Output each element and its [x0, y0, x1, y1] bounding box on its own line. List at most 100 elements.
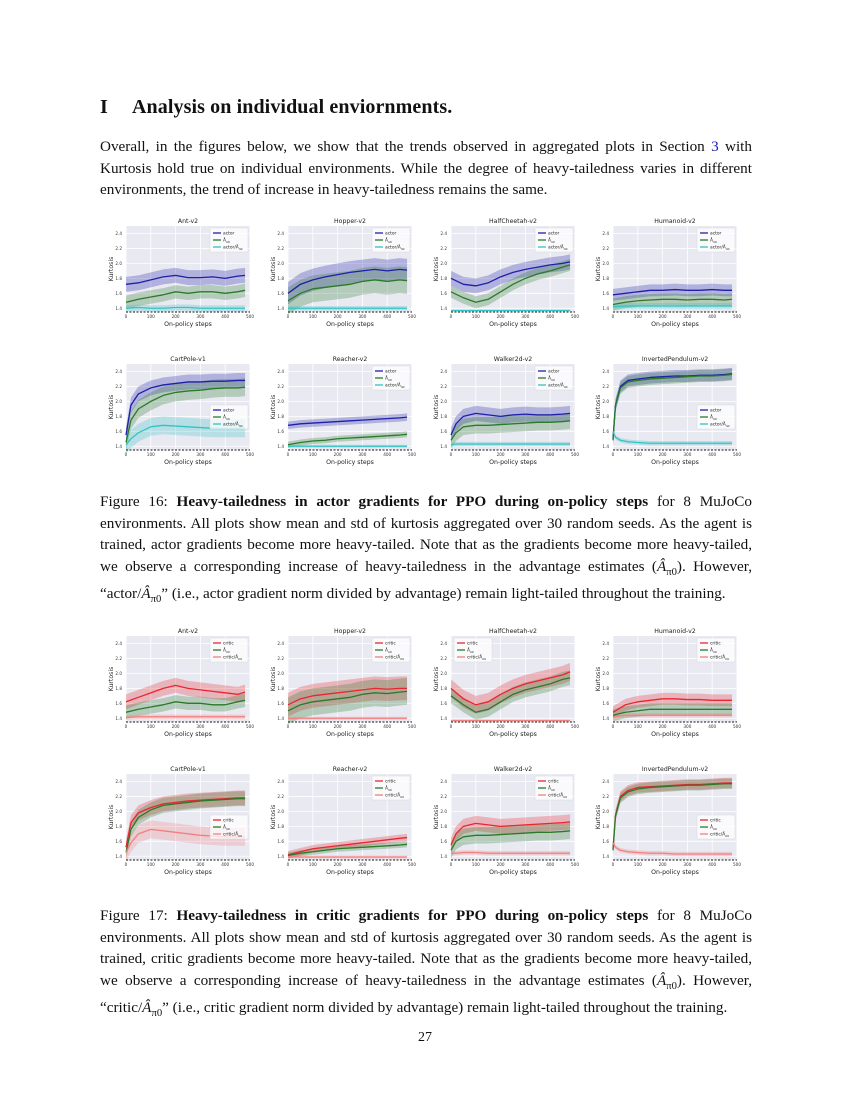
- y-tick-label: 1.4: [602, 444, 609, 449]
- x-tick-label: 300: [358, 314, 366, 319]
- legend-label: Âπ0: [223, 824, 230, 831]
- y-tick-label: 1.6: [115, 429, 122, 434]
- y-axis-label: Kurtosis: [595, 667, 602, 692]
- x-tick-label: 0: [612, 724, 615, 729]
- section-title: Analysis on individual enviornments.: [132, 96, 453, 118]
- x-tick-label: 500: [571, 862, 579, 867]
- page-number: 27: [418, 1030, 432, 1045]
- std-band-0: [613, 368, 733, 447]
- x-tick-label: 500: [571, 452, 579, 457]
- legend: [209, 814, 249, 840]
- legend-label: actor/Âπ0: [385, 382, 405, 389]
- std-band-critic: [288, 833, 408, 859]
- y-tick-label: 2.0: [602, 671, 609, 676]
- y-tick-label: 2.0: [440, 671, 447, 676]
- figure17-plot-ant-v2: 1.4 1.6 1.8 2.0 2.2 2.4 0 100 200 300 400 500 Ant-v2…: [104, 624, 254, 741]
- x-tick-label: 200: [659, 724, 667, 729]
- series-line-0: [287, 433, 408, 446]
- y-axis-label: Kurtosis: [433, 395, 440, 420]
- std-band-0: [451, 258, 571, 309]
- series-line-actor: [612, 288, 733, 296]
- y-tick-label: 1.6: [115, 701, 122, 706]
- y-axis-label: Kurtosis: [595, 395, 602, 420]
- x-tick-label: 200: [172, 862, 180, 867]
- y-tick-label: 2.4: [440, 641, 447, 646]
- legend: [371, 365, 411, 391]
- series-line-actor-0: [450, 443, 571, 446]
- x-tick-label: 300: [521, 314, 529, 319]
- adv-subscript: π0: [666, 980, 677, 992]
- x-axis-label: On-policy steps: [326, 459, 374, 466]
- legend-label: actor/Âπ0: [223, 244, 243, 251]
- y-axis-label: Kurtosis: [270, 667, 277, 692]
- legend-label: actor/Âπ0: [548, 244, 568, 251]
- chart-title: Humanoid-v2: [654, 628, 695, 635]
- y-axis-label: Kurtosis: [108, 257, 115, 282]
- legend: [696, 404, 736, 430]
- x-tick-label: 400: [221, 862, 229, 867]
- y-tick-label: 1.4: [277, 444, 284, 449]
- section-ref-link[interactable]: 3: [711, 138, 719, 155]
- std-band-0: [288, 431, 408, 448]
- x-tick-label: 0: [450, 314, 453, 319]
- legend: [371, 775, 411, 801]
- series-line-critic: [125, 684, 246, 703]
- legend: [696, 637, 736, 663]
- y-tick-label: 2.2: [440, 246, 447, 251]
- legend-label: actor/Âπ0: [710, 244, 730, 251]
- x-tick-label: 100: [472, 314, 480, 319]
- y-tick-label: 1.4: [602, 306, 609, 311]
- series-line-actor-0: [612, 305, 733, 308]
- legend: [453, 637, 493, 663]
- figure17-plot-halfcheetah-v2: 1.4 1.6 1.8 2.0 2.2 2.4 0 100 200 300 400 500 HalfCh…: [429, 624, 579, 741]
- y-tick-label: 2.0: [115, 809, 122, 814]
- y-tick-label: 2.2: [277, 794, 284, 799]
- legend-label: actor: [548, 369, 560, 375]
- y-tick-label: 2.4: [440, 779, 447, 784]
- series-line-actor: [450, 261, 571, 287]
- series-line-critic: [287, 687, 408, 706]
- figure17-plot-invertedpendulum-v2: 1.4 1.6 1.8 2.0 2.2 2.4 0 100 200 300 400 500 Invert…: [591, 762, 741, 879]
- y-tick-label: 2.4: [602, 779, 609, 784]
- y-tick-label: 2.4: [277, 779, 284, 784]
- x-tick-label: 100: [634, 452, 642, 457]
- legend-label: actor: [223, 231, 235, 237]
- x-tick-label: 0: [125, 452, 128, 457]
- x-tick-label: 400: [221, 314, 229, 319]
- x-tick-label: 400: [546, 314, 554, 319]
- y-tick-label: 2.2: [602, 794, 609, 799]
- legend-label: Âπ0: [223, 647, 230, 654]
- y-tick-label: 2.0: [277, 261, 284, 266]
- x-tick-label: 300: [683, 862, 691, 867]
- series-line-0: [612, 708, 733, 716]
- legend-label: Âπ0: [710, 824, 717, 831]
- x-tick-label: 400: [221, 452, 229, 457]
- legend-label: critic/Âπ0: [385, 654, 404, 661]
- y-tick-label: 1.6: [440, 429, 447, 434]
- y-tick-label: 1.4: [440, 716, 447, 721]
- series-line-critic-0: [612, 714, 733, 718]
- legend-label: critic/Âπ0: [710, 831, 729, 838]
- x-tick-label: 300: [358, 862, 366, 867]
- series-line-critic-0: [451, 851, 571, 854]
- y-tick-label: 1.8: [277, 276, 284, 281]
- series-line-0: [450, 420, 571, 441]
- x-tick-label: 0: [450, 724, 453, 729]
- x-tick-label: 500: [733, 314, 741, 319]
- chart-title: CartPole-v1: [170, 356, 206, 363]
- y-axis-label: Kurtosis: [108, 667, 115, 692]
- std-band-0: [126, 378, 246, 452]
- x-tick-label: 400: [708, 314, 716, 319]
- legend-label: Âπ0: [710, 237, 717, 244]
- x-tick-label: 500: [733, 862, 741, 867]
- adv-subscript: π0: [151, 1008, 163, 1020]
- legend-label: critic: [467, 641, 478, 647]
- figure16-caption-mid: ). However, “actor/: [100, 557, 752, 603]
- figure17-caption-text: for 8 MuJoCo environments. All plots sho…: [100, 907, 752, 989]
- y-tick-label: 1.4: [277, 716, 284, 721]
- y-tick-label: 2.0: [602, 809, 609, 814]
- series-line-actor-0: [612, 431, 733, 444]
- chart-svg: 1.4 1.6 1.8 2.0 2.2 2.4 0 100 200 300 400 500 Walker…: [433, 356, 579, 466]
- figure17-bold-title: Heavy-tailedness in critic gradients for…: [176, 907, 649, 924]
- legend-label: Âπ0: [385, 647, 392, 654]
